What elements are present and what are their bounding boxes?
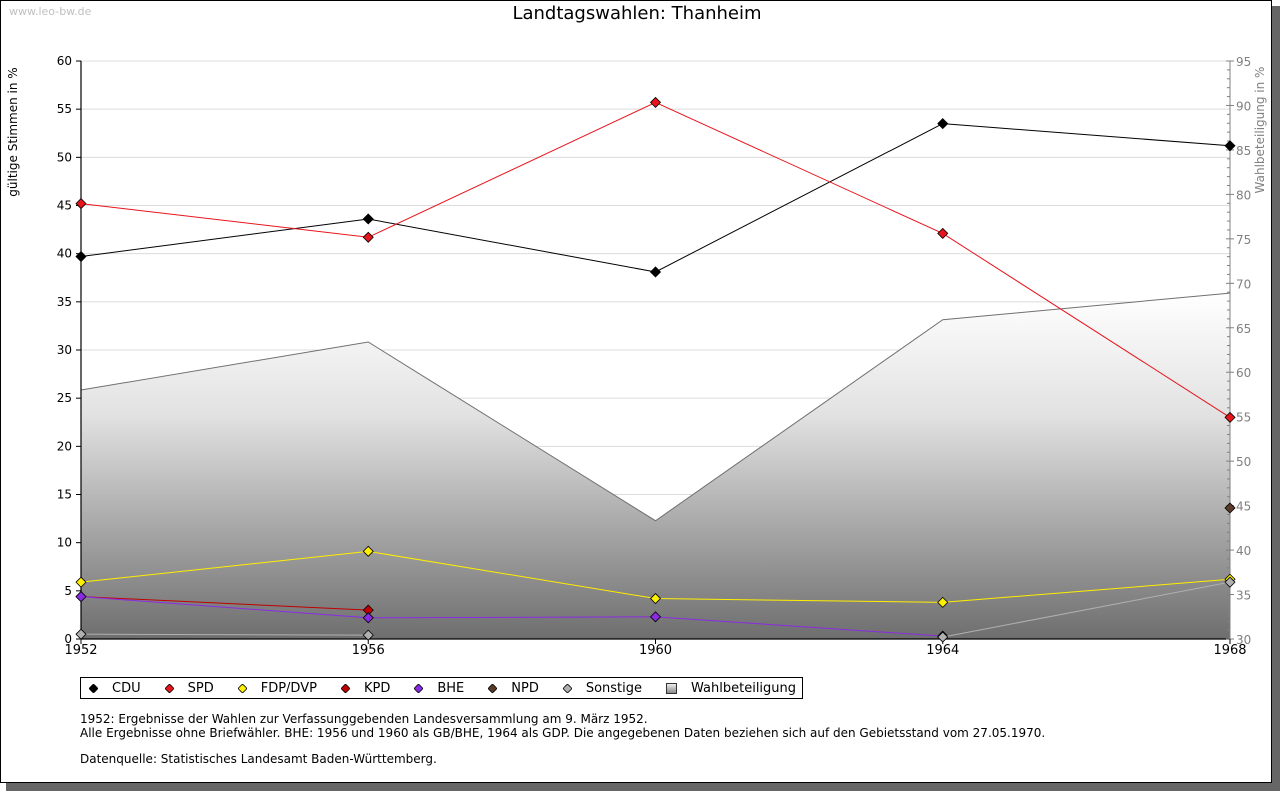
legend-area-swatch [666, 682, 678, 694]
legend-label: FDP/DVP [260, 680, 317, 696]
legend-item: Sonstige [562, 680, 643, 696]
y2-tick-label: 30 [1236, 633, 1251, 647]
legend-label: KPD [363, 680, 391, 696]
y2-tick-label: 85 [1236, 144, 1251, 158]
y2-tick-label: 95 [1236, 55, 1251, 69]
y-tick-label: 45 [57, 199, 72, 213]
y-tick-label: 30 [57, 343, 72, 357]
data-point-cdu [75, 250, 87, 263]
data-point-spd [937, 227, 949, 240]
legend-diamond-marker [413, 682, 424, 694]
footnotes: 1952: Ergebnisse der Wahlen zur Verfassu… [80, 712, 1045, 766]
series-layer [75, 96, 1236, 643]
y2-tick-label: 60 [1236, 366, 1251, 380]
data-point-spd [362, 231, 374, 243]
y-tick-label: 25 [57, 391, 72, 405]
turnout-area-layer [80, 292, 1231, 639]
axes: 0 5 10 15 20 25 30 35 40 45 50 55 60 30 35 40 45 50 55 60 65… [57, 54, 1252, 658]
y-tick-label: 10 [57, 536, 72, 550]
y-tick-label: 5 [64, 584, 72, 598]
legend-item: FDP/DVP [237, 680, 317, 696]
y2-tick-label: 65 [1236, 322, 1251, 336]
frame-shadow-right [1272, 6, 1280, 791]
data-point-fdp-dvp [75, 576, 87, 588]
y-tick-label: 35 [57, 295, 72, 309]
y2-tick-label: 35 [1236, 589, 1251, 603]
data-point-bhe [75, 591, 87, 603]
data-point-spd [75, 198, 87, 210]
x-tick-label: 1952 [64, 643, 97, 658]
legend-label: Wahlbeteiligung [691, 680, 797, 696]
legend-label: BHE [437, 680, 465, 696]
data-point-cdu [649, 266, 662, 278]
data-point-fdp-dvp [937, 596, 949, 608]
y-tick-label: 55 [57, 102, 72, 116]
data-point-spd [649, 96, 662, 108]
data-point-sonstige [937, 631, 949, 643]
legend-label: SPD [187, 680, 214, 696]
data-point-fdp-dvp [362, 545, 374, 557]
footnote-general: Alle Ergebnisse ohne Briefwähler. BHE: 1… [80, 726, 1046, 740]
data-point-cdu [937, 118, 949, 130]
data-point-sonstige [362, 629, 374, 641]
frame-shadow-bottom [6, 783, 1280, 791]
y2-tick-label: 55 [1236, 411, 1251, 425]
y-tick-label: 20 [57, 439, 72, 453]
x-tick-label: 1964 [926, 643, 959, 658]
legend-diamond-marker [237, 682, 248, 694]
legend-item: KPD [340, 680, 391, 696]
x-tick-label: 1960 [639, 643, 672, 658]
y-tick-label: 40 [57, 247, 72, 261]
legend-diamond-marker [164, 682, 175, 694]
y2-tick-label: 80 [1236, 188, 1251, 202]
legend: CDU SPD FDP/DVP KPD BHE NPD Sonstige Wahlbeteil… [80, 677, 804, 699]
y2-axis-label: Wahlbeteiligung in % [1253, 67, 1267, 194]
x-tick-label: 1956 [352, 643, 385, 658]
turnout-area [81, 293, 1230, 639]
legend-label: NPD [511, 680, 539, 696]
y-tick-label: 50 [57, 150, 72, 164]
legend-label: Sonstige [585, 680, 643, 696]
legend-item: NPD [487, 680, 539, 696]
legend-item: SPD [164, 680, 214, 696]
data-point-bhe [362, 612, 374, 624]
legend-item: CDU [88, 680, 141, 696]
data-source: Datenquelle: Statistisches Landesamt Bad… [80, 752, 437, 766]
chart-svg: 0 5 10 15 20 25 30 35 40 45 50 55 60 30 35 40 45 50 55 60 65… [6, 54, 1267, 658]
x-tick-label: 1968 [1213, 643, 1246, 658]
y-axis-label: gültige Stimmen in % [6, 67, 20, 196]
data-point-cdu [362, 213, 374, 225]
data-point-npd [1224, 502, 1236, 514]
watermark: www.leo-bw.de [9, 5, 92, 18]
data-point-sonstige [1224, 576, 1236, 588]
y2-tick-label: 70 [1236, 277, 1251, 291]
legend-diamond-marker [88, 682, 99, 694]
legend-label: CDU [112, 680, 141, 696]
data-point-fdp-dvp [649, 592, 662, 605]
y2-tick-label: 75 [1236, 233, 1251, 247]
y2-tick-label: 45 [1236, 500, 1251, 514]
y2-tick-label: 90 [1236, 99, 1251, 113]
data-point-cdu [1224, 140, 1236, 152]
series-line-kpd [80, 596, 369, 611]
series-line-sonstige [80, 581, 1231, 638]
y-tick-label: 15 [57, 488, 72, 502]
legend-diamond-marker [487, 682, 498, 694]
data-point-bhe [649, 611, 662, 623]
series-line-bhe [80, 596, 943, 637]
y-tick-label: 60 [57, 54, 72, 68]
y-tick-label: 0 [64, 632, 72, 646]
data-point-sonstige [75, 628, 87, 640]
y2-tick-label: 50 [1236, 455, 1251, 469]
legend-item: Wahlbeteiligung [666, 681, 796, 696]
series-line-cdu [80, 123, 1231, 273]
legend-item: BHE [413, 680, 465, 696]
y2-tick-label: 40 [1236, 544, 1251, 558]
legend-diamond-marker [340, 682, 351, 694]
turnout-line [80, 292, 1231, 522]
footnote-1952: 1952: Ergebnisse der Wahlen zur Verfassu… [80, 712, 648, 726]
chart-title: Landtagswahlen: Thanheim [512, 3, 762, 24]
data-point-spd [1224, 411, 1236, 423]
legend-diamond-marker [562, 682, 573, 694]
